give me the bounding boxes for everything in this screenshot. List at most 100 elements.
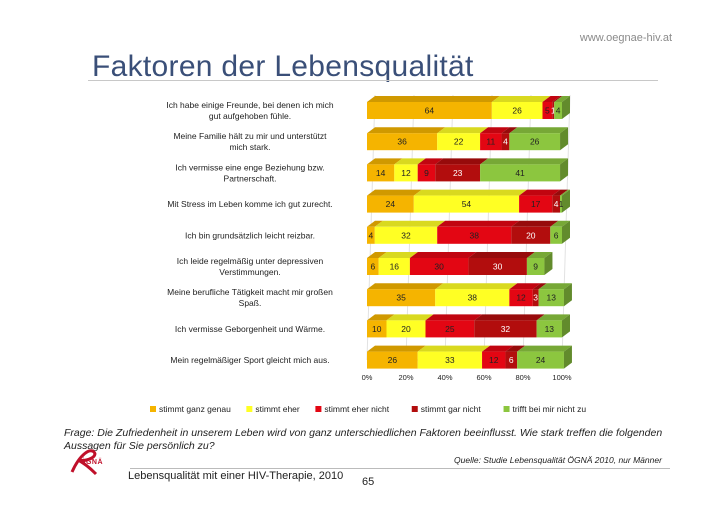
bar-segment <box>550 226 562 244</box>
bar-segment <box>367 289 436 307</box>
legend-swatch <box>150 406 156 412</box>
data-label: 17 <box>531 199 541 209</box>
data-label: 26 <box>530 137 540 147</box>
bar-side-face <box>562 220 570 244</box>
survey-question: Frage: Die Zufriedenheit in unserem Lebe… <box>64 427 663 452</box>
data-label: 9 <box>533 262 538 272</box>
data-label: 35 <box>396 293 406 303</box>
bar-segment <box>367 258 379 275</box>
bar-segment <box>367 226 375 244</box>
legend-label: stimmt gar nicht <box>421 404 482 414</box>
data-label: 33 <box>445 355 455 365</box>
bar-segment <box>482 351 506 369</box>
category-label: Ich vermisse eine enge Beziehung bzw. Par… <box>175 162 324 183</box>
data-label: 38 <box>468 293 478 303</box>
bar-top-face <box>552 96 563 102</box>
bar-segment <box>480 133 502 151</box>
data-label: 1 <box>551 106 556 116</box>
data-label: 25 <box>445 324 455 334</box>
bar-top-face <box>374 220 446 227</box>
bar-segment <box>552 102 555 119</box>
data-label: 41 <box>515 168 525 178</box>
data-label: 3 <box>533 293 538 303</box>
data-label: 10 <box>372 324 382 334</box>
bar-side-face <box>563 283 572 307</box>
legend-label: stimmt ganz genau <box>159 404 231 414</box>
bar-top-face <box>437 220 520 227</box>
data-label: 14 <box>376 168 386 178</box>
x-tick-label: 100% <box>552 373 572 382</box>
source-note: Quelle: Studie Lebensqualität ÖGNÄ 2010,… <box>454 455 662 465</box>
x-tick-label: 0% <box>362 373 373 382</box>
bar-top-face <box>509 283 541 290</box>
bar-side-face <box>544 252 553 275</box>
legend-label: stimmt eher <box>255 404 300 414</box>
bar-segment <box>468 258 527 275</box>
bar-segment <box>425 320 475 338</box>
bar-top-face <box>468 252 535 258</box>
bar-segment <box>378 258 410 275</box>
data-label: 6 <box>370 262 375 272</box>
bar-segment <box>413 195 520 213</box>
category-label: Ich habe einige Freunde, bei denen ich m… <box>166 100 334 121</box>
bar-segment <box>437 226 512 244</box>
footer-title: Lebensqualität mit einer HIV-Therapie, 2… <box>128 470 344 482</box>
bar-segment <box>367 351 418 369</box>
bar-segment <box>474 320 537 338</box>
bar-top-face <box>501 127 518 134</box>
bar-segment <box>367 133 438 151</box>
bar-side-face <box>562 96 570 119</box>
data-label: 4 <box>556 106 561 116</box>
data-label: 12 <box>516 293 526 303</box>
bar-side-face <box>563 345 572 369</box>
bar-top-face <box>532 283 547 290</box>
bar-segment <box>552 195 561 213</box>
data-label: 23 <box>453 168 463 178</box>
page-number: 65 <box>362 476 375 488</box>
bar-top-face <box>435 158 489 165</box>
data-label: 16 <box>390 262 400 272</box>
legend-label: stimmt eher nicht <box>324 404 389 414</box>
site-url[interactable]: www.oegnae-hiv.at <box>579 32 672 44</box>
data-label: 12 <box>489 355 499 365</box>
bar-segment <box>374 226 438 244</box>
footer-divider <box>130 468 670 469</box>
data-label: 26 <box>512 106 522 116</box>
data-label: 32 <box>501 324 511 334</box>
bar-top-face <box>425 314 483 321</box>
bar-segment <box>509 133 561 151</box>
data-label: 6 <box>554 230 559 240</box>
category-label: Ich leide regelmäßig unter depressiven Ve… <box>177 256 324 277</box>
bar-top-face <box>367 158 403 165</box>
bar-segment <box>536 320 562 338</box>
bar-top-face <box>560 189 570 196</box>
legend-swatch <box>246 406 253 412</box>
bar-top-face <box>367 220 383 227</box>
data-label: 20 <box>401 324 411 334</box>
x-tick-label: 80% <box>515 373 530 382</box>
bar-segment <box>542 102 553 119</box>
bar-segment <box>409 258 469 275</box>
category-label: Ich bin grundsätzlich leicht reizbar. <box>185 230 315 240</box>
bar-top-face <box>367 96 500 102</box>
data-label: 24 <box>386 199 396 209</box>
bar-top-face <box>517 345 572 352</box>
bar-segment <box>435 164 481 182</box>
bar-top-face <box>491 96 551 102</box>
data-label: 20 <box>526 230 536 240</box>
bar-top-face <box>367 283 444 290</box>
bar-segment <box>394 164 418 182</box>
bar-top-face <box>526 252 553 258</box>
bar-segment <box>501 133 510 151</box>
bar-top-face <box>538 283 572 290</box>
legend-swatch <box>411 406 418 412</box>
bar-top-face <box>519 189 561 196</box>
bar-top-face <box>550 220 570 227</box>
data-label: 4 <box>554 199 559 209</box>
bar-top-face <box>509 127 569 134</box>
bar-segment <box>417 164 436 182</box>
data-label: 64 <box>425 106 435 116</box>
bar-side-face <box>560 127 569 151</box>
bar-top-face <box>394 158 426 165</box>
bar-top-face <box>435 283 518 290</box>
